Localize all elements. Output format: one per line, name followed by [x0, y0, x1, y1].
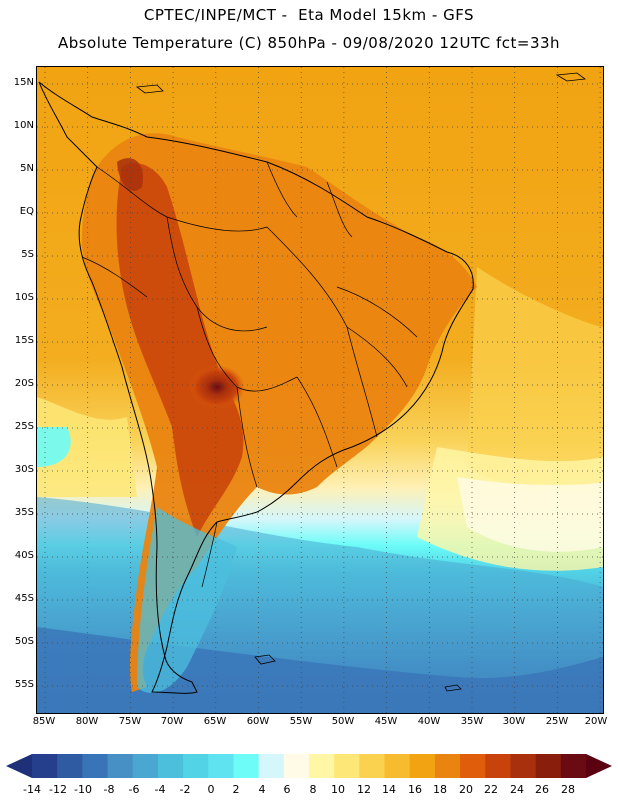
colorbar-cell: [460, 754, 486, 778]
lon-label: 45W: [374, 716, 398, 727]
colorbar-label: -4: [154, 783, 166, 796]
lat-label: 30S: [14, 464, 34, 475]
northern-hot-spot: [117, 158, 143, 191]
colorbar-cell: [258, 754, 285, 778]
lon-label: 65W: [203, 716, 227, 727]
colorbar-label: 6: [283, 783, 291, 796]
colorbar-cell: [132, 754, 159, 778]
caribbean-islands: [135, 72, 587, 94]
colorbar-cell: [233, 754, 260, 778]
colorbar-label: 28: [561, 783, 575, 796]
lat-label: 55S: [14, 679, 34, 690]
colorbar-label: -12: [49, 783, 67, 796]
map-subtitle: Absolute Temperature (C) 850hPa - 09/08/…: [57, 34, 561, 52]
lon-label: 85W: [32, 716, 56, 727]
colorbar-cell: [560, 754, 587, 778]
colorbar-label: -14: [23, 783, 41, 796]
colorbar-cell: [535, 754, 562, 778]
colorbar-label: 2: [232, 783, 240, 796]
colorbar-label: 16: [408, 783, 422, 796]
lon-label: 70W: [160, 716, 184, 727]
lat-label: 10S: [14, 292, 34, 303]
ocean-cream-patch: [457, 477, 603, 552]
colorbar-label: -8: [103, 783, 115, 796]
lon-label: 75W: [118, 716, 142, 727]
colorbar-label: 22: [484, 783, 498, 796]
lat-label: 40S: [14, 550, 34, 561]
colorbar-cell: [283, 754, 310, 778]
pacific-cool-strip: [37, 397, 137, 497]
lon-label: 55W: [289, 716, 313, 727]
colorbar-cell: [485, 754, 511, 778]
lon-label: 25W: [545, 716, 569, 727]
lat-label: 25S: [14, 421, 34, 432]
colorbar-label: -2: [179, 783, 191, 796]
colorbar-cell: [309, 754, 335, 778]
lon-label: 35W: [460, 716, 484, 727]
chaco-hot-core: [189, 365, 245, 409]
colorbar-label: -6: [128, 783, 140, 796]
country-borders: [81, 161, 418, 588]
colorbar-cell: [409, 754, 436, 778]
ocean-warm-band: [467, 267, 603, 487]
colorbar-cell: [82, 754, 109, 778]
colorbar-label: 14: [382, 783, 396, 796]
lat-label: 20S: [14, 378, 34, 389]
lat-label: 5S: [21, 249, 34, 260]
colorbar-right-arrow: [586, 754, 612, 778]
colorbar-cell: [208, 754, 234, 778]
lon-label: 80W: [75, 716, 99, 727]
temperature-map: [36, 66, 604, 714]
colorbar-label: 20: [459, 783, 473, 796]
lat-label: 35S: [14, 507, 34, 518]
colorbar-cell: [107, 754, 134, 778]
colorbar-label: 18: [433, 783, 447, 796]
falkland-islands: [254, 654, 276, 665]
lon-label: 50W: [331, 716, 355, 727]
colorbar-cell: [57, 754, 83, 778]
andes-hot-band: [116, 163, 244, 537]
colorbar-label: 0: [207, 783, 215, 796]
colorbar-label: 4: [258, 783, 266, 796]
pacific-cold-patch: [37, 427, 71, 467]
temperature-colorbar: [6, 754, 612, 778]
lat-label: EQ: [19, 206, 34, 217]
colorbar-cell: [32, 754, 58, 778]
colorbar-left-arrow: [6, 754, 32, 778]
south-georgia-island: [444, 684, 462, 692]
lon-label: 60W: [246, 716, 270, 727]
colorbar-label: 26: [535, 783, 549, 796]
colorbar-label: 10: [331, 783, 345, 796]
colorbar-cell: [359, 754, 386, 778]
lat-label: 5N: [20, 163, 34, 174]
colorbar-cell: [434, 754, 461, 778]
lat-label: 10N: [13, 120, 34, 131]
colorbar-label: 24: [510, 783, 524, 796]
lat-label: 45S: [14, 593, 34, 604]
colorbar-cell: [510, 754, 537, 778]
lat-label: 15N: [13, 77, 34, 88]
lat-label: 15S: [14, 335, 34, 346]
map-title: CPTEC/INPE/MCT - Eta Model 15km - GFS: [143, 6, 475, 24]
lon-label: 20W: [584, 716, 608, 727]
south-america-coastline: [38, 81, 474, 694]
colorbar-label: -10: [74, 783, 92, 796]
colorbar-cell: [157, 754, 184, 778]
lat-label: 50S: [14, 636, 34, 647]
colorbar-cell: [384, 754, 411, 778]
lon-label: 30W: [502, 716, 526, 727]
lon-label: 40W: [417, 716, 441, 727]
colorbar-label: 8: [309, 783, 317, 796]
colorbar-cell: [334, 754, 360, 778]
colorbar-label: 12: [357, 783, 371, 796]
colorbar-cell: [183, 754, 209, 778]
